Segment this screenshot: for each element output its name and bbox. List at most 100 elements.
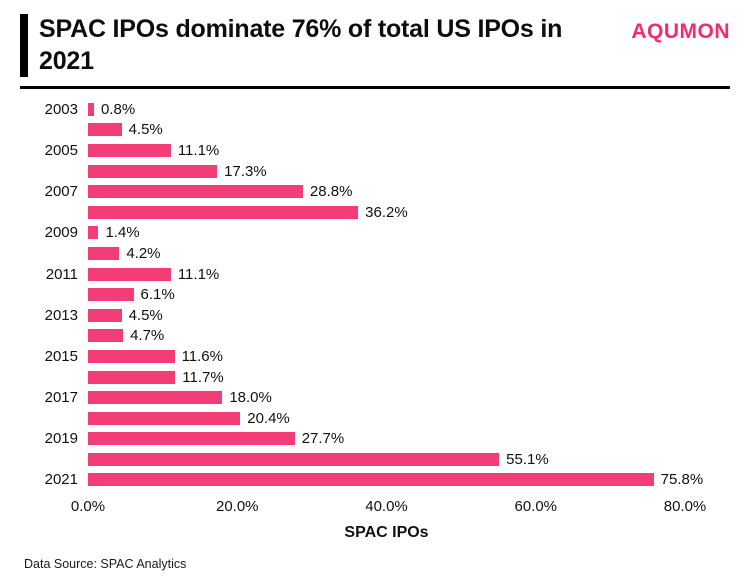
bar bbox=[88, 452, 500, 466]
bar-row: 2015 11.6% bbox=[20, 346, 730, 367]
bar-value-label: 11.6% bbox=[181, 347, 223, 365]
x-axis-tick-label: 40.0% bbox=[365, 498, 408, 516]
year-tick-label: 2017 bbox=[44, 389, 78, 407]
bar-row: 55.1% bbox=[20, 449, 730, 470]
year-tick-label: 2013 bbox=[44, 306, 78, 324]
bar-row: 2009 1.4% bbox=[20, 223, 730, 244]
year-tick-label: 2005 bbox=[44, 141, 78, 159]
bar bbox=[88, 411, 241, 425]
bar-row: 6.1% bbox=[20, 284, 730, 305]
bar-value-label: 75.8% bbox=[660, 471, 704, 489]
bar-track: 6.1% bbox=[88, 284, 685, 305]
bar-track: 0.8% bbox=[88, 99, 685, 120]
x-axis-tick-label: 0.0% bbox=[70, 498, 106, 516]
bar bbox=[88, 329, 124, 343]
bar bbox=[88, 308, 122, 322]
bar-track: 11.1% bbox=[88, 264, 685, 285]
year-tick-label: 2009 bbox=[44, 224, 78, 242]
bar-row: 11.7% bbox=[20, 367, 730, 388]
bar-row: 2005 11.1% bbox=[20, 140, 730, 161]
bar-track: 17.3% bbox=[88, 161, 685, 182]
header-divider bbox=[20, 86, 730, 89]
bar-value-label: 20.4% bbox=[247, 409, 290, 427]
bar-track: 75.8% bbox=[88, 470, 703, 491]
bar-row: 36.2% bbox=[20, 202, 730, 223]
bar-row: 17.3% bbox=[20, 161, 730, 182]
data-source-note: Data Source: SPAC Analytics bbox=[24, 557, 187, 571]
bar-row: 2019 27.7% bbox=[20, 429, 730, 450]
bar-row: 4.5% bbox=[20, 120, 730, 141]
year-tick-label: 2019 bbox=[44, 430, 78, 448]
bar-value-label: 36.2% bbox=[365, 203, 408, 221]
bar-value-label: 27.7% bbox=[301, 430, 345, 448]
bar bbox=[88, 185, 303, 199]
bar bbox=[88, 473, 654, 487]
bar-value-label: 28.8% bbox=[309, 183, 353, 201]
bar-value-label: 1.4% bbox=[105, 224, 140, 242]
x-axis-tick-label: 80.0% bbox=[663, 498, 707, 516]
bar-row: 2017 18.0% bbox=[20, 387, 730, 408]
bar bbox=[88, 123, 122, 137]
bar-value-label: 4.5% bbox=[128, 121, 163, 139]
bar bbox=[88, 102, 94, 116]
bar bbox=[88, 143, 171, 157]
bar bbox=[88, 288, 134, 302]
aqumon-logo: AQUMON bbox=[631, 20, 730, 43]
bar-row: 20.4% bbox=[20, 408, 730, 429]
bar-value-label: 17.3% bbox=[224, 162, 267, 180]
bar bbox=[88, 370, 176, 384]
year-tick-label: 2021 bbox=[44, 471, 78, 489]
x-axis-tick-label: 20.0% bbox=[215, 498, 259, 516]
bar-track: 27.7% bbox=[88, 429, 685, 450]
bar-row: 2021 75.8% bbox=[20, 470, 730, 491]
title-block: SPAC IPOs dominate 76% of total US IPOs … bbox=[20, 14, 614, 77]
bar-row: 2003 0.8% bbox=[20, 99, 730, 120]
x-axis: 0.0% 20.0% 40.0% 60.0% 80.0% bbox=[71, 498, 706, 518]
bar-track: 1.4% bbox=[88, 223, 685, 244]
bar-row: 4.2% bbox=[20, 243, 730, 264]
bar-value-label: 11.1% bbox=[177, 141, 220, 159]
bar-track: 20.4% bbox=[88, 408, 685, 429]
bar-track: 55.1% bbox=[88, 449, 685, 470]
bar-track: 11.1% bbox=[88, 140, 685, 161]
bar-track: 28.8% bbox=[88, 181, 685, 202]
x-axis-title: SPAC IPOs bbox=[344, 524, 429, 542]
bar-track: 4.5% bbox=[88, 305, 685, 326]
bar bbox=[88, 391, 223, 405]
bar-value-label: 18.0% bbox=[229, 389, 272, 407]
bar-track: 36.2% bbox=[88, 202, 685, 223]
year-tick-label: 2011 bbox=[45, 265, 78, 283]
bar bbox=[88, 205, 359, 219]
bar-track: 4.2% bbox=[88, 243, 685, 264]
bar-row: 2013 4.5% bbox=[20, 305, 730, 326]
bar-value-label: 6.1% bbox=[140, 286, 175, 304]
x-axis-tick-label: 60.0% bbox=[514, 498, 558, 516]
year-tick-label: 2015 bbox=[44, 347, 78, 365]
bar bbox=[88, 226, 99, 240]
bar-track: 18.0% bbox=[88, 387, 685, 408]
page-title: SPAC IPOs dominate 76% of total US IPOs … bbox=[39, 15, 563, 75]
bars: 2003 0.8% 4.5% 2005 11.1% 17.3% 2007 28.8% 36.2%… bbox=[20, 99, 730, 490]
year-tick-label: 2003 bbox=[44, 100, 78, 118]
bar-value-label: 4.5% bbox=[128, 306, 163, 324]
bar-value-label: 4.2% bbox=[126, 244, 161, 262]
bar-value-label: 11.7% bbox=[182, 368, 224, 386]
bar-value-label: 11.1% bbox=[177, 265, 220, 283]
bar-value-label: 0.8% bbox=[100, 100, 136, 118]
year-tick-label: 2007 bbox=[44, 183, 78, 201]
title-accent-bar bbox=[20, 14, 28, 77]
bar-track: 11.7% bbox=[88, 367, 685, 388]
bar bbox=[88, 267, 171, 281]
bar-track: 11.6% bbox=[88, 346, 685, 367]
bar bbox=[88, 164, 218, 178]
bar-track: 4.5% bbox=[88, 120, 685, 141]
bar-track: 4.7% bbox=[88, 326, 685, 347]
bar-chart: 2003 0.8% 4.5% 2005 11.1% 17.3% 2007 28.8% 36.2%… bbox=[20, 99, 730, 542]
header: SPAC IPOs dominate 76% of total US IPOs … bbox=[20, 14, 730, 77]
bar bbox=[88, 432, 295, 446]
bar-row: 4.7% bbox=[20, 326, 730, 347]
bar-row: 2007 28.8% bbox=[20, 181, 730, 202]
bar bbox=[88, 246, 120, 260]
bar-row: 2011 11.1% bbox=[20, 264, 730, 285]
